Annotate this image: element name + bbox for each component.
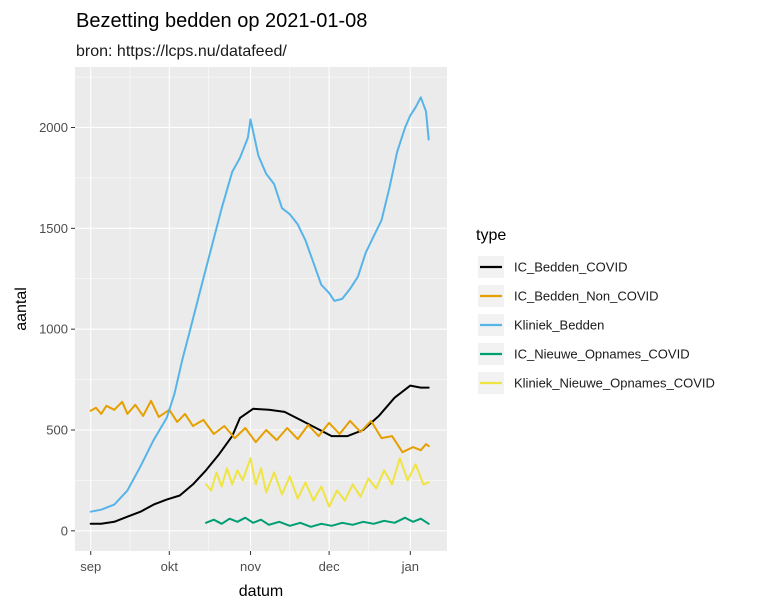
chart-title: Bezetting bedden op 2021-01-08 <box>76 10 367 32</box>
y-tick-label: 500 <box>46 423 68 438</box>
series-line-kliniek-nieuwe-opnames-covid <box>205 457 430 508</box>
legend-title: type <box>476 227 506 244</box>
series-line-ic-bedden-non-covid <box>89 399 430 454</box>
series-line-ic-bedden-covid <box>89 384 430 525</box>
plot-panel <box>75 67 447 551</box>
series-line-kliniek-bedden <box>89 96 430 513</box>
y-axis: 0 500 1000 1500 2000 <box>39 120 75 538</box>
legend-label-ic-bedden-covid: IC_Bedden_COVID <box>514 260 627 275</box>
x-tick-label: sep <box>80 559 101 574</box>
minor-grid <box>75 67 447 551</box>
x-tick-label: dec <box>319 559 340 574</box>
y-axis-title: aantal <box>13 287 30 331</box>
x-tick-label: okt <box>161 559 179 574</box>
chart-subtitle: bron: https://lcps.nu/datafeed/ <box>76 43 287 60</box>
x-axis-title: datum <box>239 583 283 600</box>
y-tick-label: 1500 <box>39 221 68 236</box>
legend-label-ic-bedden-non-covid: IC_Bedden_Non_COVID <box>514 289 659 304</box>
legend-label-kliniek-bedden: Kliniek_Bedden <box>514 318 604 333</box>
x-tick-label: nov <box>240 559 261 574</box>
y-tick-label: 2000 <box>39 120 68 135</box>
major-grid <box>75 67 447 551</box>
y-tick-label: 0 <box>61 523 68 538</box>
series-lines <box>89 96 430 528</box>
legend: type IC_Bedden_COVID IC_Bedden_Non_COVID K… <box>476 227 715 394</box>
series-line-ic-nieuwe-opnames-covid <box>205 516 430 528</box>
y-tick-label: 1000 <box>39 322 68 337</box>
legend-label-ic-nieuwe-opnames-covid: IC_Nieuwe_Opnames_COVID <box>514 347 690 362</box>
x-tick-label: jan <box>401 559 419 574</box>
x-axis: sep okt nov dec jan <box>80 551 419 574</box>
legend-label-kliniek-nieuwe-opnames-covid: Kliniek_Nieuwe_Opnames_COVID <box>514 376 715 391</box>
